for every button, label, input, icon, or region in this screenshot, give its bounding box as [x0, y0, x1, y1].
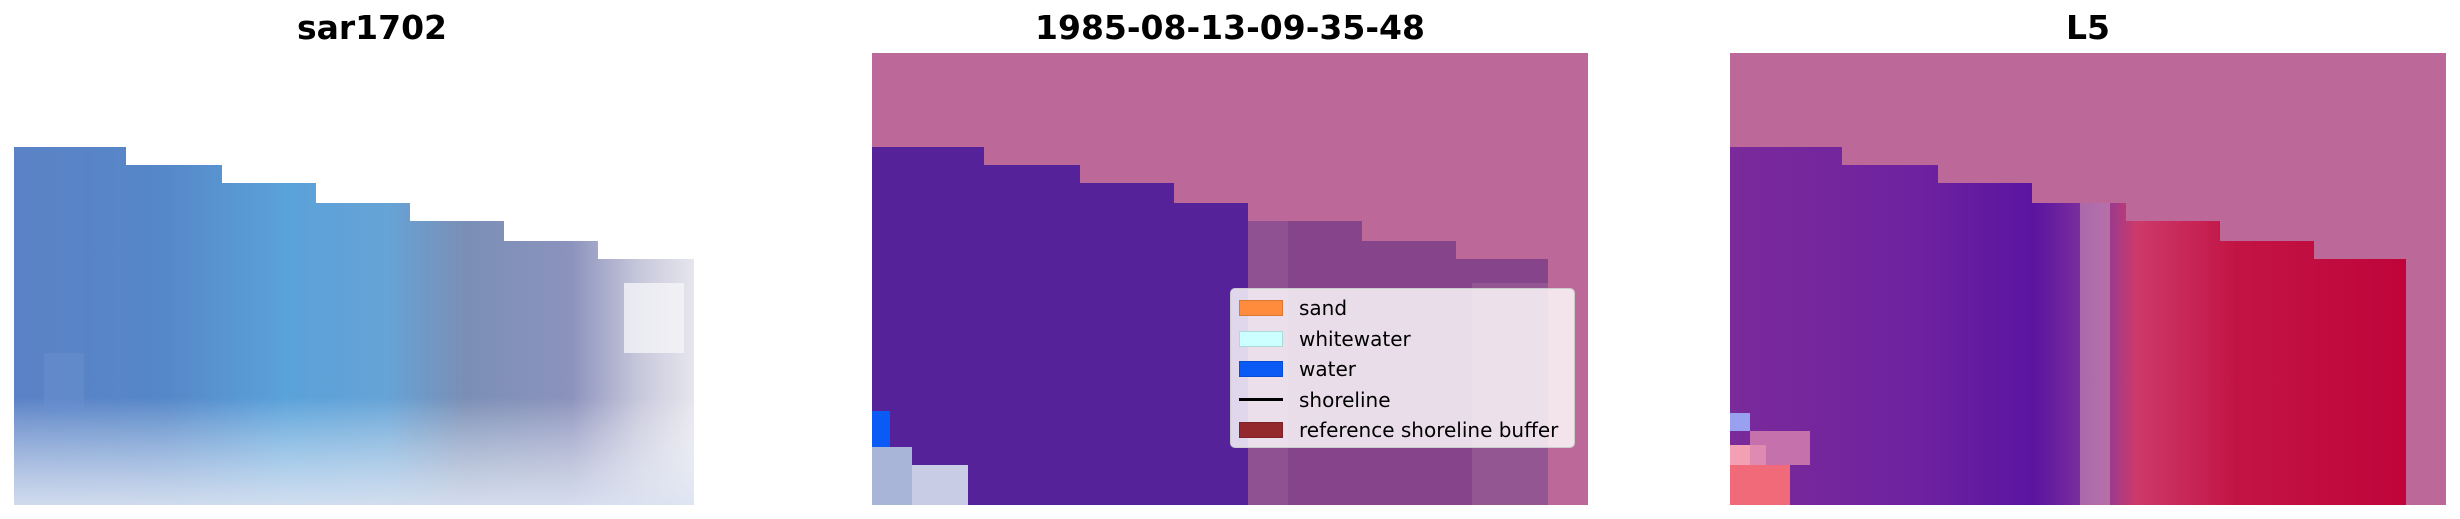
legend-label-reference-buffer: reference shoreline buffer: [1299, 418, 1559, 443]
legend-swatch-sand: [1239, 300, 1283, 317]
legend-item-sand: sand: [1239, 293, 1566, 324]
rgb-image: [14, 147, 694, 505]
water-pixel: [872, 411, 890, 447]
probability-map: [1730, 53, 2446, 505]
panel-title-rgb: sar1702: [296, 8, 448, 47]
legend-swatch-shoreline: [1239, 398, 1283, 402]
legend-item-water: water: [1239, 354, 1566, 385]
legend-label-whitewater: whitewater: [1299, 326, 1411, 351]
legend-item-shoreline: shoreline: [1239, 385, 1566, 416]
legend-swatch-reference-buffer: [1239, 422, 1283, 439]
legend-label-sand: sand: [1299, 296, 1348, 321]
legend-item-whitewater: whitewater: [1239, 324, 1566, 355]
legend-swatch-whitewater: [1239, 330, 1283, 347]
legend: sand whitewater water shoreline referenc…: [1230, 288, 1575, 448]
legend-item-reference-buffer: reference shoreline buffer: [1239, 415, 1566, 446]
legend-label-shoreline: shoreline: [1299, 387, 1391, 412]
legend-swatch-water: [1239, 361, 1283, 378]
legend-label-water: water: [1299, 357, 1356, 382]
rgb-image-panel: [14, 53, 694, 505]
probability-panel: [1730, 53, 2446, 505]
panel-title-classification: 1985-08-13-09-35-48: [1035, 8, 1425, 47]
panel-title-probability: L5: [2066, 8, 2110, 47]
